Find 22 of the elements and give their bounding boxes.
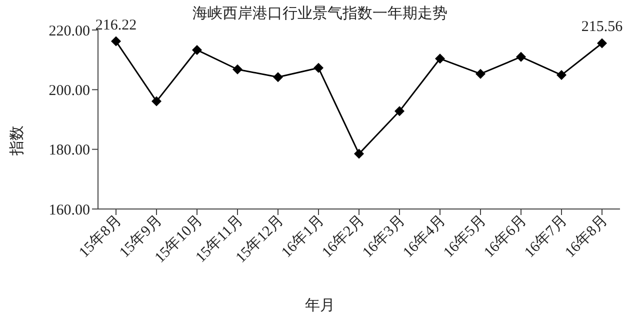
point [516, 52, 526, 62]
point [435, 54, 445, 64]
y-axis-title: 指数 [8, 125, 26, 155]
data-label: 215.56 [581, 19, 624, 36]
point [354, 148, 364, 159]
y-tick-label: 200.00 [48, 82, 90, 99]
y-tick-label: 180.00 [48, 142, 90, 159]
point [314, 62, 324, 73]
y-tick-label: 220.00 [48, 23, 90, 40]
point [556, 70, 566, 80]
chart-title: 海峡西岸港口行业景气指数一年期走势 [192, 6, 448, 22]
point [597, 38, 607, 48]
point [476, 68, 486, 79]
point [394, 106, 404, 116]
point [273, 72, 283, 82]
x-axis-title: 年月 [304, 297, 336, 315]
point [232, 64, 242, 74]
point [111, 36, 121, 46]
data-label: 216.22 [95, 17, 137, 34]
point [152, 96, 162, 106]
point [192, 44, 202, 55]
y-tick-label: 160.00 [48, 202, 90, 218]
